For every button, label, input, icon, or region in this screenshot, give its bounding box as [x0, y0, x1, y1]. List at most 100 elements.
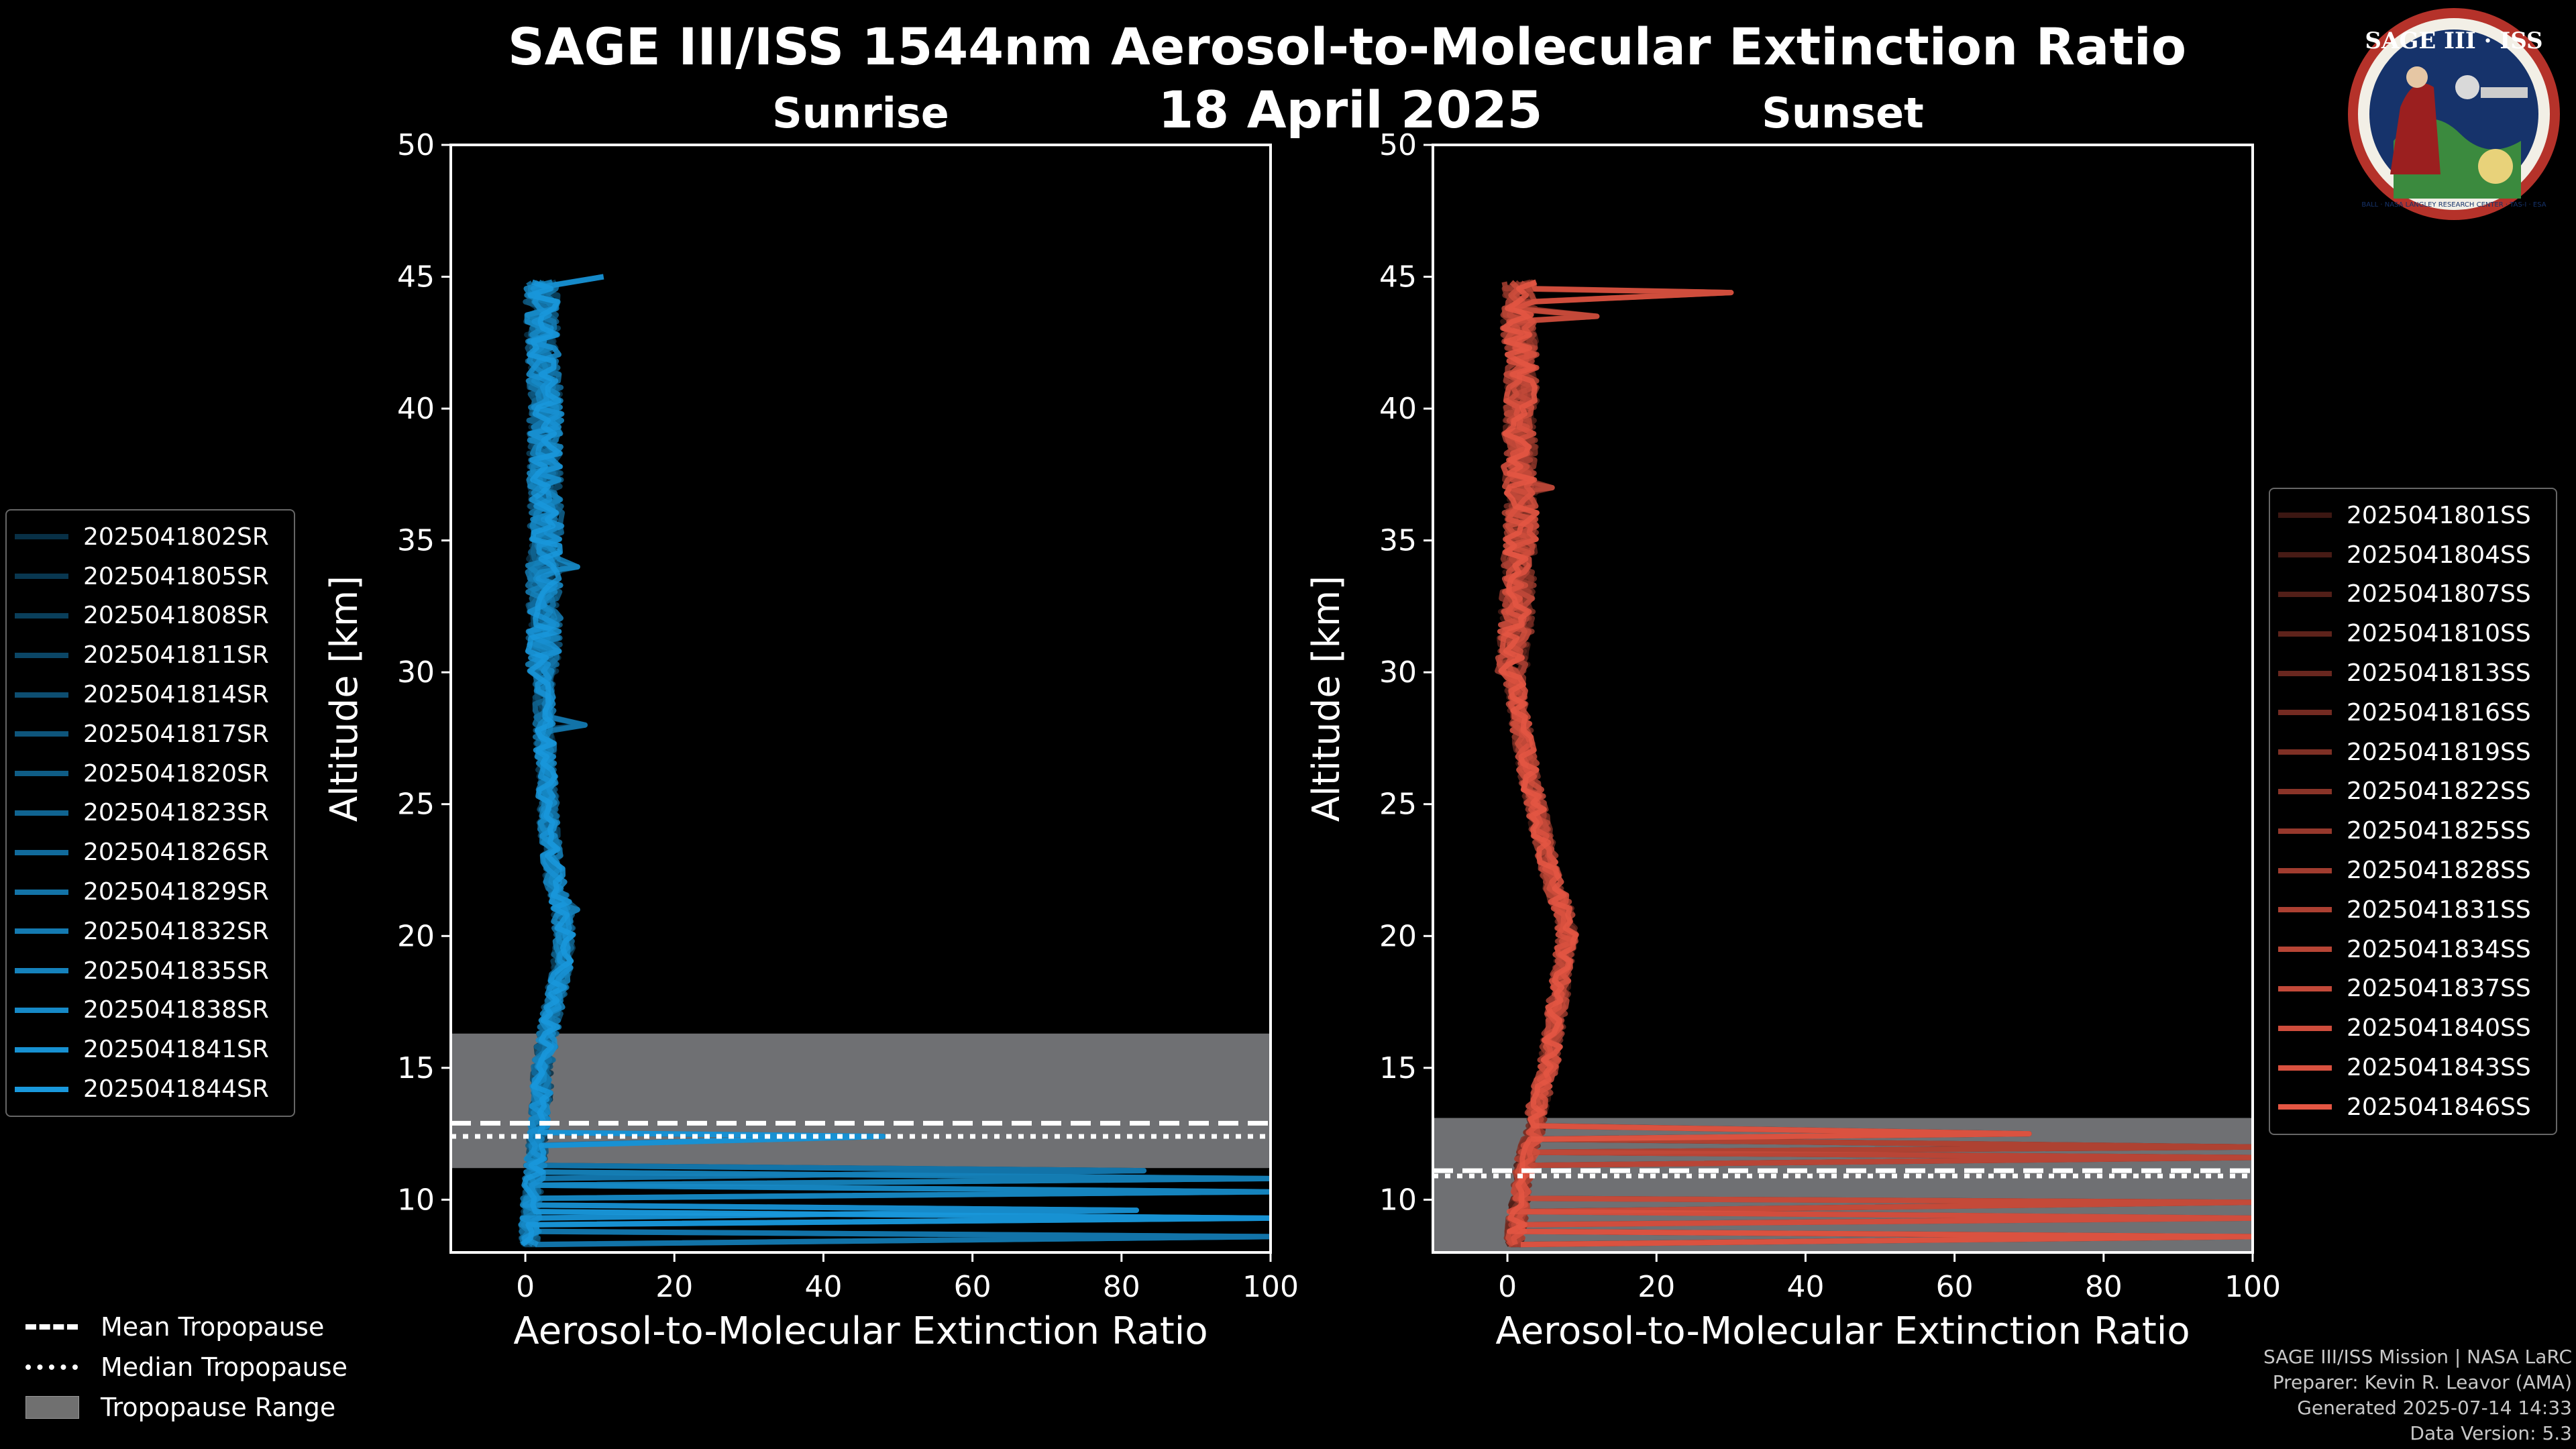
legend-label: 2025041823SR	[83, 799, 269, 827]
legend-label: 2025041844SR	[83, 1075, 269, 1104]
legend-label: 2025041826SR	[83, 839, 269, 867]
legend-label: 2025041838SR	[83, 996, 269, 1024]
legend-item: 2025041801SS	[2278, 496, 2548, 535]
legend-line-swatch	[2278, 591, 2332, 597]
legend-label: 2025041835SR	[83, 957, 269, 985]
legend-item: 2025041829SR	[15, 872, 286, 912]
credit-line: Data Version: 5.3	[2410, 1422, 2572, 1444]
y-axis-label: Altitude [km]	[323, 576, 366, 822]
series-line-2025041825SS	[1503, 280, 2253, 1246]
plot-frame	[1432, 144, 2254, 1254]
tropopause-range-band	[451, 1033, 1271, 1169]
legend-item: 2025041828SS	[2278, 851, 2548, 890]
legend-item: 2025041810SS	[2278, 614, 2548, 653]
legend-label: 2025041843SS	[2347, 1054, 2531, 1082]
legend-line-swatch	[15, 692, 68, 698]
legend-line-swatch	[2278, 631, 2332, 637]
legend-item: 2025041834SS	[2278, 930, 2548, 969]
legend-label: 2025041828SS	[2347, 857, 2531, 885]
series-line-2025041816SS	[1500, 279, 2253, 1248]
y-tick-label: 30	[1379, 655, 1417, 690]
legend-line-swatch	[2278, 1025, 2332, 1031]
legend-line-swatch	[2278, 670, 2332, 676]
legend-label: 2025041834SS	[2347, 935, 2531, 963]
series-group	[518, 274, 1271, 1248]
dotted-line-key	[23, 1356, 80, 1379]
legend-line-swatch	[15, 652, 68, 658]
y-axis-label: Altitude [km]	[1305, 576, 1348, 822]
sunrise-panel-title: Sunrise	[772, 89, 949, 138]
series-line-2025041843SS	[1499, 280, 2253, 1246]
legend-item: 2025041844SR	[15, 1069, 286, 1109]
legend-line-swatch	[2278, 985, 2332, 991]
legend-label: 2025041831SS	[2347, 896, 2531, 924]
legend-line-swatch	[15, 1046, 68, 1053]
series-line-2025041834SS	[1496, 281, 2253, 1247]
y-tick-label: 15	[397, 1051, 435, 1085]
legend-label: 2025041829SR	[83, 878, 269, 906]
legend-item: 2025041811SR	[15, 635, 286, 675]
legend-mean-tropopause: Mean Tropopause	[23, 1307, 347, 1347]
legend-label: Mean Tropopause	[101, 1312, 325, 1342]
legend-line-swatch	[2278, 947, 2332, 953]
legend-line-swatch	[15, 1086, 68, 1092]
legend-label: 2025041840SS	[2347, 1014, 2531, 1042]
legend-line-swatch	[2278, 828, 2332, 834]
logo-ring-text: BALL · NASA LANGLEY RESEARCH CENTER · TA…	[2361, 201, 2546, 209]
legend-line-swatch	[15, 534, 68, 540]
legend-item: 2025041832SR	[15, 912, 286, 951]
figure-title: SAGE III/ISS 1544nm Aerosol-to-Molecular…	[508, 17, 2186, 76]
y-tick-label: 15	[1379, 1051, 1417, 1085]
legend-label: 2025041846SS	[2347, 1093, 2531, 1121]
legend-label: 2025041822SS	[2347, 777, 2531, 806]
legend-item: 2025041813SS	[2278, 653, 2548, 693]
legend-line-swatch	[15, 968, 68, 974]
sunrise-chart: 0 20 40 60 80 100 10 15 20 25 30 35 40 45 50 Aerosol-to…	[323, 128, 1299, 1353]
x-tick-label: 80	[2085, 1270, 2123, 1304]
sage-logo: SAGE III · ISS BALL · NASA LANGLEY RESEA…	[2348, 8, 2560, 220]
legend-label: 2025041802SR	[83, 523, 269, 551]
y-tick-label: 40	[1379, 392, 1417, 426]
series-line-2025041813SS	[1501, 279, 2253, 1246]
legend-line-swatch	[15, 612, 68, 619]
logo-text: SAGE III · ISS	[2365, 28, 2542, 54]
legend-label: Tropopause Range	[101, 1393, 336, 1422]
legend-item: 2025041804SS	[2278, 535, 2548, 575]
legend-label: 2025041819SS	[2347, 738, 2531, 766]
x-tick-label: 40	[804, 1270, 842, 1304]
legend-label: 2025041805SR	[83, 562, 269, 590]
sunset-legend: 2025041801SS 2025041804SS 2025041807SS 2025…	[2269, 488, 2557, 1135]
series-line-2025041828SS	[1495, 281, 2253, 1245]
x-tick-label: 20	[1638, 1270, 1675, 1304]
range-swatch	[23, 1396, 80, 1419]
y-tick-label: 10	[1379, 1183, 1417, 1217]
legend-label: 2025041817SR	[83, 720, 269, 748]
legend-label: 2025041811SR	[83, 641, 269, 669]
legend-median-tropopause: Median Tropopause	[23, 1347, 347, 1387]
y-tick-label: 20	[397, 919, 435, 953]
sunset-panel-title: Sunset	[1762, 89, 1924, 138]
legend-label: 2025041804SS	[2347, 541, 2531, 569]
legend-line-swatch	[2278, 552, 2332, 558]
legend-label: 2025041813SS	[2347, 659, 2531, 688]
credit-line: SAGE III/ISS Mission | NASA LaRC	[2263, 1346, 2572, 1368]
legend-item: 2025041814SR	[15, 675, 286, 714]
legend-item: 2025041805SR	[15, 557, 286, 596]
sunrise-legend: 2025041802SR 2025041805SR 2025041808SR 2025…	[5, 509, 295, 1117]
y-tick-label: 50	[397, 128, 435, 162]
legend-line-swatch	[15, 771, 68, 777]
legend-item: 2025041835SR	[15, 951, 286, 991]
y-tick-label: 45	[397, 260, 435, 294]
legend-item: 2025041819SS	[2278, 733, 2548, 772]
x-tick-label: 0	[1498, 1270, 1517, 1304]
legend-line-swatch	[2278, 907, 2332, 913]
legend-line-swatch	[15, 731, 68, 737]
series-line-2025041822SS	[1497, 279, 2253, 1247]
y-tick-label: 25	[1379, 788, 1417, 822]
legend-line-swatch	[2278, 513, 2332, 519]
legend-item: 2025041840SS	[2278, 1008, 2548, 1048]
legend-line-swatch	[2278, 749, 2332, 755]
x-axis-label: Aerosol-to-Molecular Extinction Ratio	[1495, 1309, 2190, 1353]
legend-item: 2025041820SR	[15, 754, 286, 794]
series-line-2025041844SR	[520, 279, 1271, 1247]
